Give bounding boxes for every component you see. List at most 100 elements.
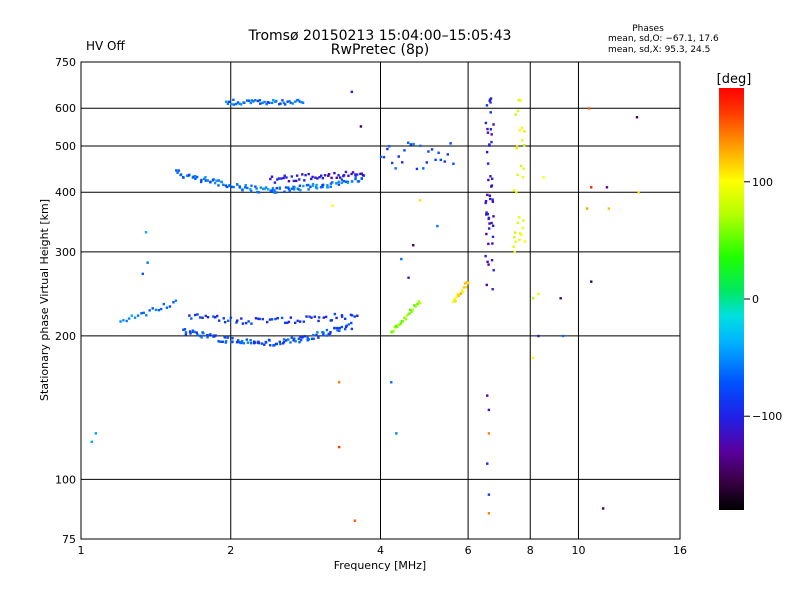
y-tick-label: 500 <box>55 140 76 153</box>
data-point <box>183 328 187 331</box>
data-point <box>333 312 337 316</box>
data-point <box>404 317 408 321</box>
data-point <box>400 257 403 261</box>
data-point <box>276 316 279 320</box>
data-point <box>172 301 175 304</box>
data-point <box>337 183 341 186</box>
data-point <box>465 286 468 289</box>
data-point <box>386 147 389 151</box>
data-point <box>213 181 217 185</box>
data-point <box>243 186 247 189</box>
y-tick-label: 200 <box>55 330 76 343</box>
data-point <box>193 175 197 178</box>
data-point <box>422 167 425 170</box>
data-point <box>230 185 234 189</box>
data-point <box>460 289 464 292</box>
data-point <box>487 493 491 496</box>
x-tick-label: 2 <box>227 544 234 557</box>
data-point <box>487 216 491 220</box>
data-point <box>488 222 491 225</box>
data-point <box>307 172 310 176</box>
data-point <box>323 174 327 177</box>
data-point <box>392 329 395 333</box>
data-point <box>321 176 325 180</box>
data-point <box>314 176 317 179</box>
data-point <box>487 512 491 515</box>
data-point <box>515 191 518 194</box>
y-axis-ticks: 75 100 200 300 400 500 600 750 <box>55 56 76 546</box>
data-point <box>236 319 239 322</box>
data-point <box>401 161 404 164</box>
data-point <box>206 336 209 339</box>
data-point <box>249 101 252 105</box>
data-point <box>293 337 296 340</box>
data-point <box>287 179 291 183</box>
data-point <box>246 99 249 102</box>
data-point <box>307 183 310 187</box>
data-point <box>350 314 354 317</box>
data-point <box>491 235 495 239</box>
data-point <box>283 174 286 177</box>
data-point <box>522 219 525 222</box>
data-point <box>286 100 289 103</box>
y-tick-label: 600 <box>55 102 76 115</box>
data-point <box>232 103 236 106</box>
data-point <box>355 173 359 176</box>
data-point <box>350 172 353 176</box>
data-point <box>306 336 309 339</box>
data-point <box>257 191 261 194</box>
data-point <box>240 317 243 320</box>
data-point <box>294 340 297 343</box>
data-point <box>224 336 227 339</box>
x-tick-label: 10 <box>571 544 585 557</box>
data-point <box>354 175 357 178</box>
data-point <box>321 183 325 187</box>
data-point <box>324 315 328 319</box>
data-point <box>296 98 300 102</box>
data-point <box>488 194 492 197</box>
data-point <box>310 337 314 341</box>
data-point <box>282 101 286 105</box>
data-point <box>351 171 355 174</box>
data-point <box>272 98 275 102</box>
data-point <box>409 308 412 312</box>
data-point <box>485 232 488 236</box>
data-point <box>122 319 125 322</box>
data-point <box>226 336 230 339</box>
data-point <box>485 213 488 216</box>
data-point <box>270 175 274 178</box>
data-point <box>336 326 339 330</box>
data-point <box>561 334 565 338</box>
data-point <box>94 432 98 435</box>
data-point <box>307 188 310 191</box>
data-point <box>287 187 291 191</box>
data-point <box>277 103 281 106</box>
data-point <box>290 175 293 178</box>
data-point <box>344 170 348 174</box>
data-point <box>249 339 252 342</box>
data-point <box>312 337 315 341</box>
data-point <box>637 191 640 194</box>
data-point <box>266 100 270 104</box>
data-point <box>250 322 253 325</box>
x-tick-label: 16 <box>673 544 687 557</box>
data-point <box>261 317 264 321</box>
data-point <box>238 102 241 105</box>
data-point <box>326 186 329 189</box>
data-point <box>395 325 399 329</box>
data-point <box>388 145 391 148</box>
data-point <box>514 113 517 116</box>
data-point <box>258 317 261 321</box>
data-point <box>230 102 233 106</box>
data-point <box>489 101 492 104</box>
data-point <box>515 147 518 150</box>
x-tick-label: 6 <box>465 544 472 557</box>
data-point <box>228 183 231 187</box>
data-point <box>513 231 517 234</box>
data-point <box>206 179 210 182</box>
data-point <box>196 313 199 316</box>
data-point <box>287 320 291 324</box>
data-point <box>247 320 250 323</box>
data-point <box>417 300 420 303</box>
data-point <box>220 180 224 184</box>
